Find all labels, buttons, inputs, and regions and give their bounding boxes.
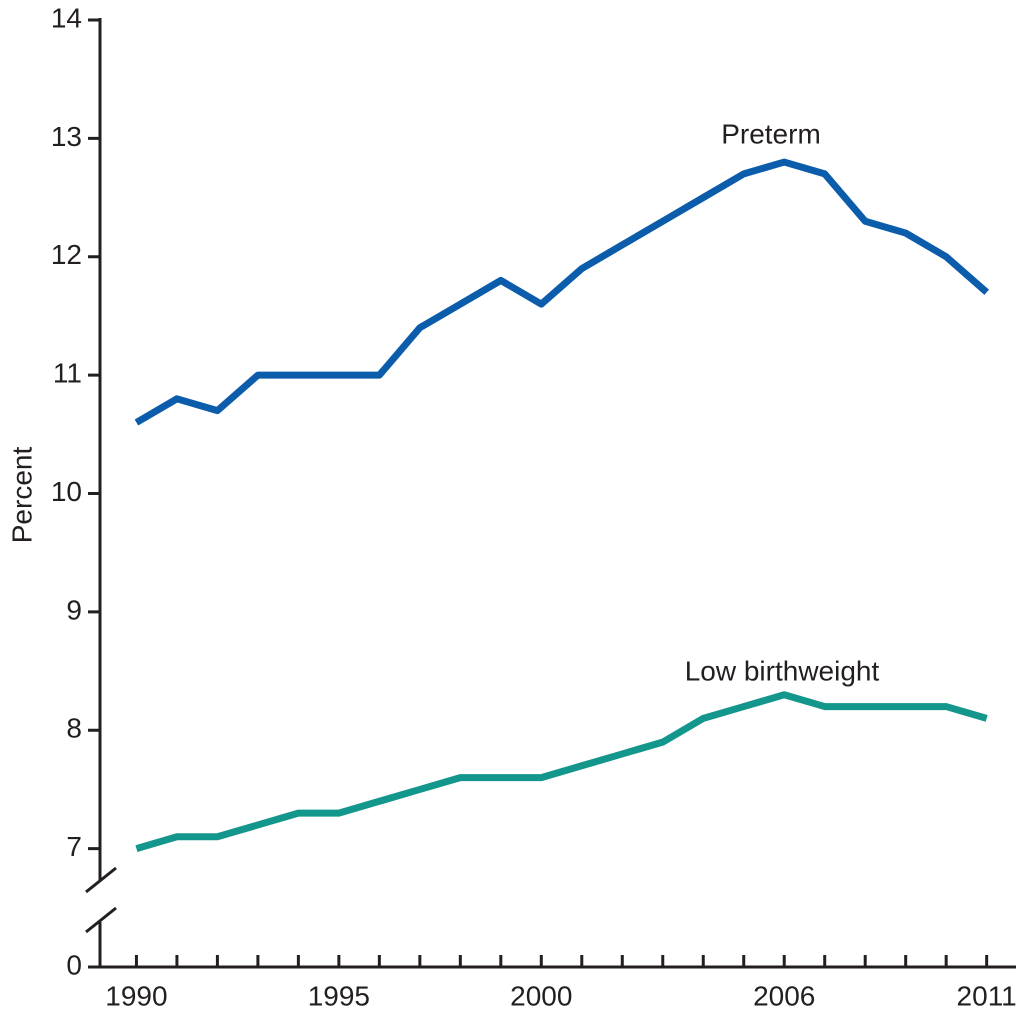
y-tick-label: 11 [53,358,82,389]
y-axis-label: Percent [6,447,37,544]
x-tick-label: 2000 [510,980,572,1011]
series-label: Low birthweight [685,655,880,686]
y-tick-label: 9 [66,594,82,625]
y-tick-label: 8 [66,713,82,744]
y-tick-label: 10 [51,476,82,507]
series-label: Preterm [721,118,821,149]
line [135,691,988,852]
y-tick-label: 0 [66,949,82,980]
y-tick-label: 12 [51,239,82,270]
x-tick-label: 2011 [957,980,1017,1011]
y-tick-label: 13 [51,121,82,152]
x-tick-label: 1990 [105,980,167,1011]
x-tick-label: 1995 [308,980,370,1011]
x-tick-label: 2006 [753,980,815,1011]
y-tick-label: 14 [51,2,82,33]
line [134,158,989,426]
axis-break [85,866,117,894]
y-tick-label: 7 [66,831,82,862]
axis-break [85,906,117,934]
